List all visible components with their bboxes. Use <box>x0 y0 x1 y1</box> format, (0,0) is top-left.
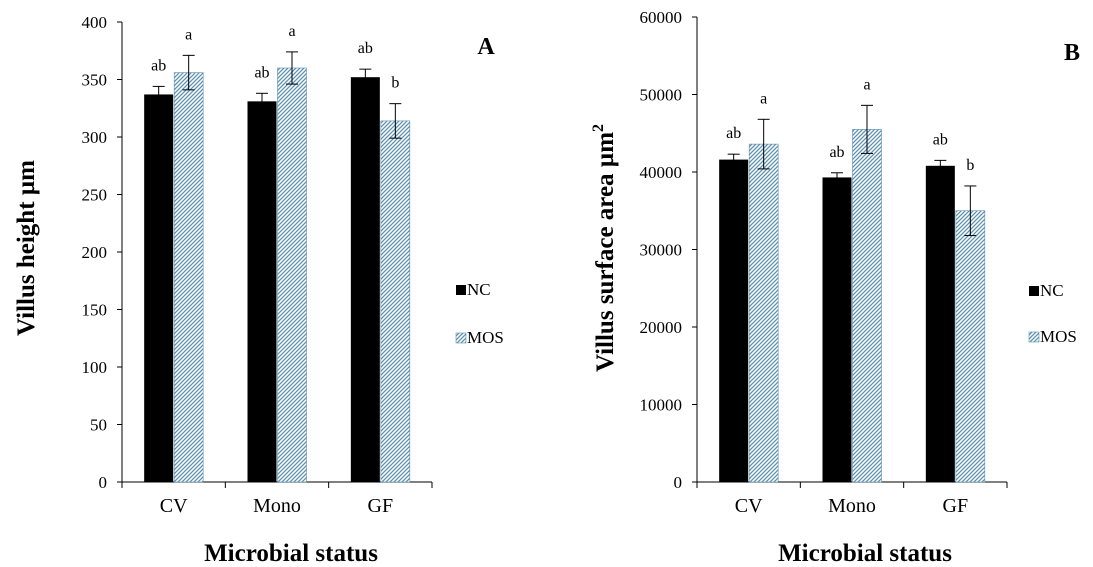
y-tick-label: 100 <box>82 358 108 377</box>
y-tick-label: 350 <box>82 71 108 90</box>
bar-nc-cv <box>144 94 174 482</box>
bar-nc-gf <box>350 77 380 482</box>
legend-swatch-nc <box>456 285 466 295</box>
y-tick-label: 200 <box>82 243 108 262</box>
significance-label: a <box>185 26 192 43</box>
panel-label-a: A <box>477 34 495 60</box>
bar-mos-mono <box>277 67 307 483</box>
y-tick-label: 0 <box>99 473 108 492</box>
y-tick-label: 50 <box>90 416 107 435</box>
legend-a: NC MOS <box>455 280 504 347</box>
legend-label-nc: NC <box>1040 281 1064 300</box>
legend-swatch-mos <box>1028 331 1040 343</box>
x-category-label: GF <box>943 495 969 517</box>
bar-nc-gf <box>925 165 955 483</box>
legend-swatch-nc <box>1029 286 1039 296</box>
x-category-label: Mono <box>828 495 876 517</box>
x-category-label: CV <box>160 495 188 517</box>
significance-label: ab <box>829 144 844 161</box>
x-axis-title-b: Microbial status <box>778 540 952 567</box>
x-category-label: GF <box>368 495 394 517</box>
significance-label: a <box>288 23 295 40</box>
significance-label: b <box>391 75 399 92</box>
x-axis-title-a: Microbial status <box>204 540 378 567</box>
legend-swatch-mos <box>455 332 467 344</box>
significance-label: a <box>863 76 870 93</box>
legend-b: NC MOS <box>1028 281 1077 346</box>
significance-label: ab <box>254 64 269 81</box>
significance-label: ab <box>933 131 948 148</box>
bar-mos-cv <box>173 72 204 483</box>
y-tick-label: 40000 <box>640 163 683 182</box>
y-tick-label: 250 <box>82 186 108 205</box>
plot-area-b: 0 10000 20000 30000 40000 50000 60000 CV Mono GF a… <box>640 8 1008 517</box>
bar-mos-gf <box>380 120 411 483</box>
bar-mos-gf <box>955 210 986 483</box>
y-tick-label: 0 <box>674 473 683 492</box>
y-axis-title-a: Villus height µm <box>13 160 40 336</box>
y-tick-label: 10000 <box>640 396 683 415</box>
y-tick-label: 20000 <box>640 318 683 337</box>
significance-label: b <box>966 157 974 174</box>
y-tick-label: 400 <box>82 13 108 32</box>
y-tick-label: 150 <box>82 301 108 320</box>
y-tick-label: 300 <box>82 128 108 147</box>
x-category-label: CV <box>735 495 763 517</box>
legend-label-mos: MOS <box>1040 327 1077 346</box>
significance-label: ab <box>151 57 166 74</box>
legend-label-mos: MOS <box>467 328 504 347</box>
legend-label-nc: NC <box>467 280 491 299</box>
panel-label-b: B <box>1064 40 1080 66</box>
x-category-label: Mono <box>253 495 301 517</box>
significance-label: ab <box>726 125 741 142</box>
bar-nc-cv <box>719 159 749 482</box>
y-tick-label: 50000 <box>640 86 683 105</box>
bar-mos-cv <box>748 143 779 483</box>
y-tick-label: 30000 <box>640 241 683 260</box>
significance-label: a <box>760 90 767 107</box>
bar-nc-mono <box>247 101 277 482</box>
chart-panel-b: 0 10000 20000 30000 40000 50000 60000 CV Mono GF a… <box>590 8 1080 567</box>
bar-mos-mono <box>852 129 882 483</box>
y-tick-label: 60000 <box>640 8 683 27</box>
bar-nc-mono <box>822 177 852 483</box>
y-axis-title-b: Villus surface area µm2 <box>590 124 619 372</box>
significance-label: ab <box>358 40 373 57</box>
